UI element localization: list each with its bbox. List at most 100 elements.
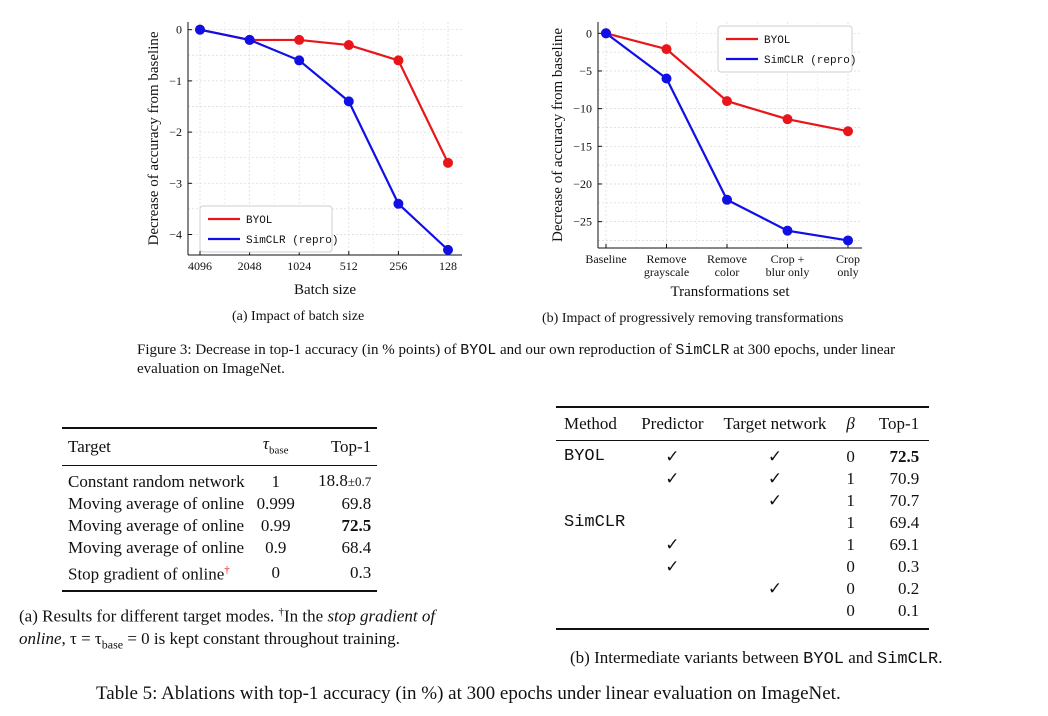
cell-top1: 18.8±0.7 (318, 471, 372, 491)
table-5a: Target τbase Top-1 Constant random netwo… (62, 427, 378, 592)
x-axis-label: Transformations set (670, 284, 790, 300)
cell-beta: 0 (846, 557, 855, 576)
dagger-mark: † (224, 564, 230, 577)
cell-method (556, 468, 631, 490)
x-tick-label: 4096 (188, 259, 212, 273)
data-point (443, 244, 453, 255)
caption-text: Figure 3: Decrease in top-1 accuracy (in… (137, 342, 461, 358)
cell-target-network: ✓ (767, 491, 783, 510)
cell-tau: 0 (271, 562, 280, 582)
table-row: Moving average of online 0.999 69.8 (62, 493, 377, 515)
cell-predictor (631, 600, 713, 629)
cell-predictor (631, 578, 713, 600)
figure-3: 0 −1 −2 −3 −4 4096 2048 1024 512 256 128 Batch size… (146, 22, 862, 300)
cell-target: Moving average of online (68, 538, 245, 558)
cell-top1: 0.2 (897, 579, 920, 598)
x-tick-label: 128 (439, 259, 457, 273)
x-axis-label: Batch size (294, 282, 356, 298)
cell-target-network: ✓ (767, 579, 783, 598)
cell-method: SimCLR (564, 513, 626, 532)
x-tick-label: Crop + (771, 252, 805, 266)
x-tick-label: only (837, 265, 858, 279)
cell-top1: 0.1 (897, 601, 920, 620)
table-row: Moving average of online 0.99 72.5 (62, 515, 377, 537)
x-tick-label: Remove (647, 252, 687, 266)
cell-tau: 1 (271, 471, 280, 491)
y-tick-label: 0 (176, 23, 182, 37)
caption-simclr: SimCLR (675, 342, 730, 359)
cell-tau: 0.9 (265, 538, 287, 558)
data-point (782, 114, 793, 125)
y-tick-label: −20 (573, 177, 592, 191)
header-beta: β (846, 414, 855, 433)
cell-top1: 0.3 (349, 562, 372, 582)
legend-box (199, 205, 333, 253)
x-tick-label: 512 (340, 259, 358, 273)
y-axis-label: Decrease of accuracy from baseline (146, 31, 162, 245)
y-axis-label: Decrease of accuracy from baseline (550, 28, 566, 242)
legend-label: BYOL (246, 215, 272, 227)
cell-method (556, 578, 631, 600)
cell-beta: 1 (846, 491, 855, 510)
cell-method (556, 490, 631, 512)
cell-top1: 70.9 (889, 469, 920, 488)
caption-byol: BYOL (460, 342, 497, 359)
x-tick-label: blur only (766, 265, 810, 279)
table-row: BYOL ✓ ✓ 0 72.5 (556, 440, 930, 469)
series-line-1 (199, 28, 449, 251)
cell-target: Constant random network (68, 471, 245, 491)
data-point (601, 28, 611, 39)
cell-target-network (714, 512, 837, 534)
cell-target-network: ✓ (767, 447, 783, 466)
table-row: ✓ 1 70.7 (556, 490, 929, 512)
cell-beta: 1 (846, 513, 855, 532)
cell-beta: 1 (846, 535, 855, 554)
y-tick-label: −2 (169, 125, 182, 139)
data-point (843, 235, 853, 246)
header-method: Method (564, 414, 617, 433)
cell-target: Moving average of online (68, 516, 245, 536)
header-predictor: Predictor (641, 414, 704, 433)
cell-target-network: ✓ (767, 469, 783, 488)
cell-predictor (631, 512, 713, 534)
table-row: ✓ 1 69.1 (556, 534, 929, 556)
cell-top1: 69.8 (341, 494, 372, 514)
y-tick-label: 0 (586, 26, 592, 40)
caption-text: at 300 epochs, under linear evaluation o… (137, 342, 896, 377)
x-tick-label: 256 (389, 259, 407, 273)
cell-predictor: ✓ (665, 447, 680, 466)
cell-target: Stop gradient of online† (68, 564, 230, 585)
cell-top1: 69.1 (889, 535, 920, 554)
data-point (443, 157, 453, 168)
legend-box (717, 25, 853, 73)
table-5-caption: Table 5: Ablations with top-1 accuracy (… (96, 683, 841, 704)
subcaption-b: (b) Impact of progressively removing tra… (542, 311, 844, 326)
legend-label: SimCLR (repro) (246, 235, 338, 247)
cell-target-network (714, 534, 837, 556)
cell-method (556, 534, 631, 556)
header-target: Target (68, 437, 111, 457)
cell-beta: 0 (846, 447, 855, 466)
table-5a-caption: (a) Results for different target modes. … (19, 606, 436, 652)
cell-top1: 69.4 (889, 513, 920, 532)
cell-tau: 0.999 (256, 494, 295, 514)
x-tick-label: 2048 (238, 259, 262, 273)
cell-top1: 70.7 (889, 491, 920, 510)
y-tick-label: −15 (573, 139, 592, 153)
cell-predictor (631, 490, 713, 512)
figure-3-caption: Figure 3: Decrease in top-1 accuracy (in… (137, 341, 897, 378)
x-tick-label: Baseline (585, 252, 626, 266)
y-tick-label: −25 (573, 215, 592, 229)
table-5b: Method Predictor Target network β Top-1 … (556, 406, 930, 630)
cell-method (556, 556, 631, 578)
data-point (294, 34, 305, 45)
x-tick-label: Remove (707, 252, 747, 266)
cell-predictor: ✓ (665, 557, 680, 576)
chart-batch-size: 0 −1 −2 −3 −4 4096 2048 1024 512 256 128 Batch size… (146, 22, 462, 298)
data-point (244, 34, 255, 45)
y-tick-label: −1 (169, 74, 182, 88)
header-top1: Top-1 (878, 414, 920, 433)
table-row: ✓ 0 0.3 (556, 556, 929, 578)
data-point (782, 225, 793, 236)
